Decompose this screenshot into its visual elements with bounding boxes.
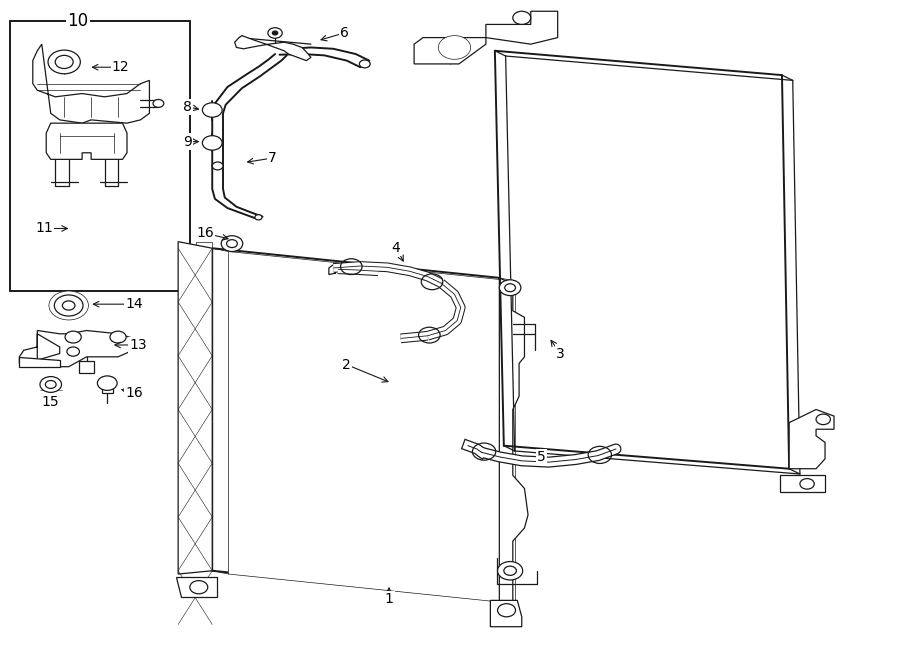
- Circle shape: [504, 566, 517, 575]
- Polygon shape: [486, 11, 558, 44]
- Circle shape: [202, 136, 222, 150]
- Bar: [102, 379, 112, 393]
- Polygon shape: [184, 524, 212, 547]
- Circle shape: [45, 381, 56, 389]
- Text: 5: 5: [537, 450, 546, 464]
- Polygon shape: [212, 249, 500, 600]
- Circle shape: [54, 295, 83, 316]
- Polygon shape: [46, 123, 127, 159]
- Text: 4: 4: [392, 241, 400, 254]
- Circle shape: [816, 414, 831, 424]
- Circle shape: [110, 331, 126, 343]
- Text: 3: 3: [556, 346, 564, 360]
- Text: 14: 14: [125, 297, 143, 311]
- Text: 15: 15: [42, 395, 59, 408]
- Circle shape: [500, 280, 521, 295]
- Polygon shape: [789, 409, 834, 469]
- Text: 2: 2: [342, 358, 351, 371]
- Polygon shape: [414, 38, 486, 64]
- Circle shape: [273, 31, 278, 35]
- Circle shape: [505, 284, 516, 292]
- Circle shape: [65, 331, 81, 343]
- Circle shape: [438, 36, 471, 59]
- Polygon shape: [184, 453, 212, 477]
- Text: 7: 7: [268, 151, 276, 165]
- Polygon shape: [32, 44, 149, 123]
- Circle shape: [227, 240, 238, 248]
- Circle shape: [268, 28, 283, 38]
- Polygon shape: [184, 242, 212, 265]
- Bar: [11, 21, 190, 291]
- Circle shape: [221, 236, 243, 252]
- Bar: [79, 362, 94, 373]
- Polygon shape: [229, 252, 516, 603]
- Polygon shape: [37, 330, 140, 367]
- Polygon shape: [780, 475, 825, 492]
- Text: 8: 8: [183, 100, 192, 114]
- Polygon shape: [184, 383, 212, 407]
- Polygon shape: [176, 577, 217, 597]
- Circle shape: [498, 562, 523, 580]
- Circle shape: [202, 102, 222, 117]
- Circle shape: [62, 301, 75, 310]
- Text: 10: 10: [68, 12, 88, 30]
- Polygon shape: [235, 36, 310, 61]
- Circle shape: [55, 56, 73, 69]
- Text: 12: 12: [112, 60, 130, 74]
- Text: 13: 13: [129, 338, 147, 352]
- Text: 16: 16: [196, 226, 214, 240]
- Polygon shape: [19, 334, 37, 367]
- Polygon shape: [178, 242, 212, 574]
- Circle shape: [49, 291, 88, 320]
- Circle shape: [153, 99, 164, 107]
- Circle shape: [48, 50, 80, 74]
- Circle shape: [513, 11, 531, 24]
- Circle shape: [67, 347, 79, 356]
- Polygon shape: [184, 312, 212, 336]
- Text: 6: 6: [339, 26, 348, 40]
- Circle shape: [498, 603, 516, 617]
- Text: 16: 16: [125, 386, 143, 400]
- Polygon shape: [491, 600, 522, 627]
- Circle shape: [190, 580, 208, 594]
- Polygon shape: [500, 278, 528, 607]
- Circle shape: [40, 377, 61, 393]
- Circle shape: [255, 215, 262, 220]
- Text: 1: 1: [384, 592, 393, 606]
- Circle shape: [359, 60, 370, 68]
- Polygon shape: [19, 357, 59, 367]
- Text: 9: 9: [183, 135, 192, 149]
- Circle shape: [212, 162, 223, 170]
- Circle shape: [97, 376, 117, 391]
- Text: 11: 11: [36, 221, 53, 235]
- Circle shape: [800, 479, 814, 489]
